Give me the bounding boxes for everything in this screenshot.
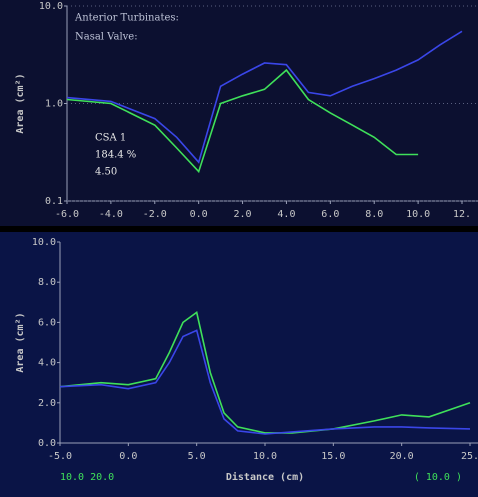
series-line — [66, 68, 419, 174]
x-tick-label: 15.0 — [321, 451, 345, 462]
x-tick-label: 10.0 — [253, 451, 277, 462]
annotation: Anterior Turbinates: — [74, 13, 179, 24]
series-line — [66, 30, 463, 164]
x-axis-label: Distance (cm) — [226, 471, 304, 483]
x-tick-label: 8.0 — [365, 209, 383, 220]
y-tick-label: 10.0 — [32, 237, 56, 248]
x-tick-label: 2.0 — [234, 209, 252, 220]
x-tick-label: -6.0 — [55, 209, 79, 220]
x-tick-label: 12. — [453, 209, 471, 220]
y-tick-label: 0.0 — [38, 438, 56, 449]
y-tick-label: 6.0 — [38, 317, 56, 328]
y-tick-label: 2.0 — [38, 398, 56, 409]
y-tick-label: 0.1 — [45, 196, 63, 207]
x-tick-label: 20.0 — [390, 451, 414, 462]
bottom-panel — [0, 232, 478, 497]
y-axis-label: Area (cm²) — [15, 73, 26, 133]
x-tick-label: -5.0 — [48, 451, 72, 462]
y-tick-label: 4.0 — [38, 358, 56, 369]
annotation: 184.4 % — [95, 150, 136, 161]
footer-text: ( 10.0 ) — [414, 472, 462, 483]
x-tick-label: -2.0 — [143, 209, 167, 220]
y-tick-label: 8.0 — [38, 277, 56, 288]
x-tick-label: -4.0 — [99, 209, 123, 220]
x-tick-label: 10.0 — [406, 209, 430, 220]
annotation: CSA 1 — [95, 133, 126, 144]
x-tick-label: 0.0 — [190, 209, 208, 220]
x-tick-label: 0.0 — [119, 451, 137, 462]
top-panel — [0, 0, 478, 226]
y-axis-label: Area (cm²) — [15, 312, 26, 372]
x-tick-label: 25. — [461, 451, 478, 462]
x-tick-label: 4.0 — [277, 209, 295, 220]
x-tick-label: 5.0 — [188, 451, 206, 462]
y-tick-label: 1.0 — [45, 99, 63, 110]
x-tick-label: 6.0 — [321, 209, 339, 220]
footer-text: 10.0 20.0 — [60, 472, 114, 483]
series-line — [59, 311, 471, 434]
annotation: Nasal Valve: — [75, 32, 138, 43]
annotation: 4.50 — [95, 167, 117, 178]
series-line — [59, 329, 471, 435]
y-tick-label: 10.0 — [39, 1, 63, 12]
